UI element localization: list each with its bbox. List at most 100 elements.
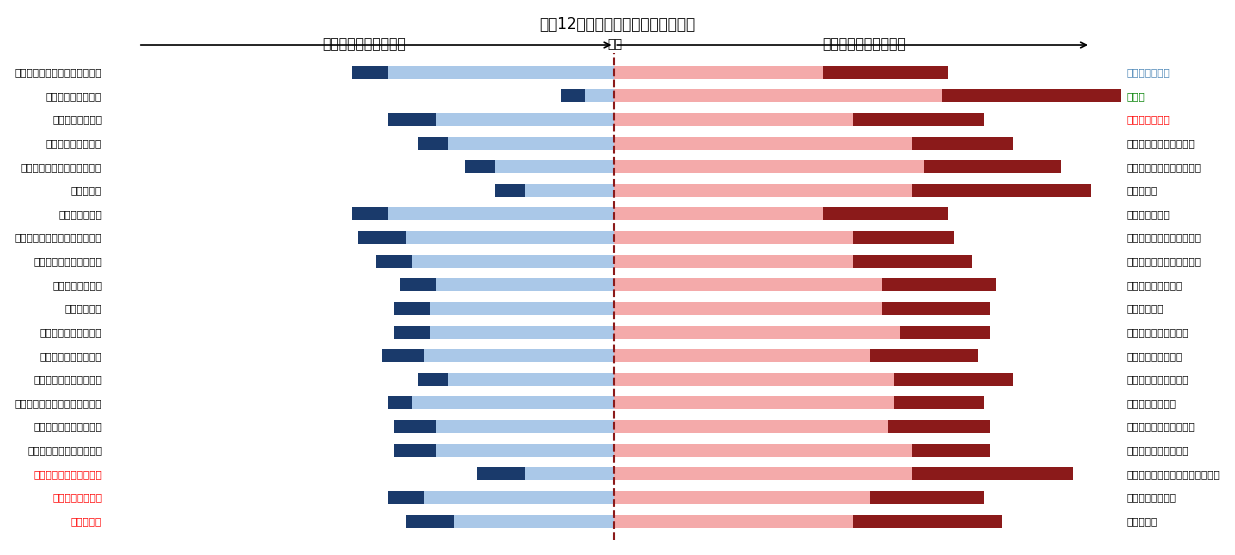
Text: 関係づくり、親和的: 関係づくり、親和的 <box>1126 280 1183 290</box>
Text: 【組織の器が大きい】: 【組織の器が大きい】 <box>823 37 906 51</box>
Bar <box>913 443 989 457</box>
Text: 自己受容、自立心、素直さ: 自己受容、自立心、素直さ <box>1126 162 1202 171</box>
Bar <box>495 160 614 173</box>
Bar <box>888 420 989 433</box>
Bar <box>614 65 823 79</box>
Bar <box>406 231 614 244</box>
Text: 感情制御できる: 感情制御できる <box>1126 114 1171 124</box>
Text: ポジティブな言動: ポジティブな言動 <box>1126 492 1177 502</box>
Text: 【組織の器が小さい】: 【組織の器が小さい】 <box>322 37 406 51</box>
Text: 信じない、認めない: 信じない、認めない <box>46 138 103 148</box>
Bar <box>525 467 614 480</box>
Bar <box>412 255 614 268</box>
Bar <box>388 491 424 504</box>
Bar <box>913 137 1014 149</box>
Bar <box>614 514 852 528</box>
Bar <box>430 326 614 339</box>
Bar <box>871 349 978 362</box>
Bar <box>352 208 388 220</box>
Text: チャレンジ・決断する: チャレンジ・決断する <box>1126 374 1189 384</box>
Bar <box>436 278 614 291</box>
Bar <box>823 208 948 220</box>
Bar <box>394 443 436 457</box>
Bar <box>913 184 1091 197</box>
Bar <box>614 255 852 268</box>
Bar <box>417 137 447 149</box>
Text: 学ぶ姿勢、柔軟性: 学ぶ姿勢、柔軟性 <box>1126 398 1177 408</box>
Bar <box>382 349 424 362</box>
Bar <box>424 491 614 504</box>
Text: チャレンジ・決断しない: チャレンジ・決断しない <box>33 374 103 384</box>
Text: 共感力がない: 共感力がない <box>64 304 103 314</box>
Text: 視野が広い、視座が高い: 視野が広い、視座が高い <box>1126 422 1195 432</box>
Bar <box>406 514 453 528</box>
Bar <box>852 514 1002 528</box>
Bar <box>614 396 894 410</box>
Bar <box>561 89 584 102</box>
Bar <box>614 184 913 197</box>
Bar <box>584 89 614 102</box>
Bar <box>852 113 983 126</box>
Bar <box>525 184 614 197</box>
Bar <box>436 443 614 457</box>
Text: 共感力がある: 共感力がある <box>1126 304 1165 314</box>
Bar <box>466 160 495 173</box>
Bar <box>614 278 882 291</box>
Bar <box>400 278 436 291</box>
Bar <box>614 160 924 173</box>
Text: 反省しない、ルールに固執する: 反省しない、ルールに固執する <box>15 398 103 408</box>
Bar <box>900 326 989 339</box>
Text: 余裕がない: 余裕がない <box>70 516 103 526</box>
Text: 不寛容、細かい: 不寛容、細かい <box>58 209 103 219</box>
Bar <box>614 113 852 126</box>
Bar <box>871 491 983 504</box>
Bar <box>388 113 436 126</box>
Bar <box>852 255 972 268</box>
Text: 公共心、利他、社会性: 公共心、利他、社会性 <box>1126 445 1189 455</box>
Bar <box>614 491 871 504</box>
Text: 他者尊重、愛情、思いやり: 他者尊重、愛情、思いやり <box>1126 256 1202 266</box>
Text: 狭い関係、排他的: 狭い関係、排他的 <box>52 280 103 290</box>
Bar <box>852 231 953 244</box>
Text: 見下す、虚勢を張る: 見下す、虚勢を張る <box>46 91 103 101</box>
Text: 感情制御できない: 感情制御できない <box>52 114 103 124</box>
Text: 短絡的思考、近視眼的: 短絡的思考、近視眼的 <box>40 351 103 361</box>
Text: 謙虚さ: 謙虚さ <box>1126 91 1145 101</box>
Bar <box>614 137 913 149</box>
Bar <box>614 467 913 480</box>
Text: ネガティブな言動: ネガティブな言動 <box>52 492 103 502</box>
Bar <box>614 231 852 244</box>
Text: 余裕がある: 余裕がある <box>1126 516 1158 526</box>
Bar <box>394 326 430 339</box>
Bar <box>447 373 614 386</box>
Bar <box>447 137 614 149</box>
Bar <box>924 160 1061 173</box>
Text: 見ない、聞かない、押しつける: 見ない、聞かない、押しつける <box>15 233 103 243</box>
Bar <box>894 373 1014 386</box>
Bar <box>453 514 614 528</box>
Bar <box>614 420 888 433</box>
Text: 寛容、おおらか: 寛容、おおらか <box>1126 209 1171 219</box>
Bar <box>614 89 942 102</box>
Bar <box>495 184 525 197</box>
Bar <box>388 208 614 220</box>
Bar <box>388 65 614 79</box>
Text: 逆境に強い、レジリエンスがある: 逆境に強い、レジリエンスがある <box>1126 469 1220 479</box>
Text: 図表12：組織のあり方に対する認識: 図表12：組織のあり方に対する認識 <box>540 17 695 32</box>
Bar <box>614 208 823 220</box>
Bar <box>436 420 614 433</box>
Bar <box>412 396 614 410</box>
Bar <box>358 231 406 244</box>
Bar <box>478 467 525 480</box>
Text: 視野が狭い、視座が低い: 視野が狭い、視座が低い <box>33 422 103 432</box>
Bar <box>882 302 989 315</box>
Text: 急激な変化や困難に弱い: 急激な変化や困難に弱い <box>33 469 103 479</box>
Bar <box>424 349 614 362</box>
Text: 卑屈、他者依存、素直でない: 卑屈、他者依存、素直でない <box>21 162 103 171</box>
Bar <box>436 113 614 126</box>
Text: 信念がない、志がない: 信念がない、志がない <box>40 327 103 337</box>
Text: 責任感、誠実さ: 責任感、誠実さ <box>1126 67 1171 77</box>
Bar <box>417 373 447 386</box>
Text: 観察、傾聴、押しつけない: 観察、傾聴、押しつけない <box>1126 233 1202 243</box>
Text: 偏見、差別、礼節がない: 偏見、差別、礼節がない <box>33 256 103 266</box>
